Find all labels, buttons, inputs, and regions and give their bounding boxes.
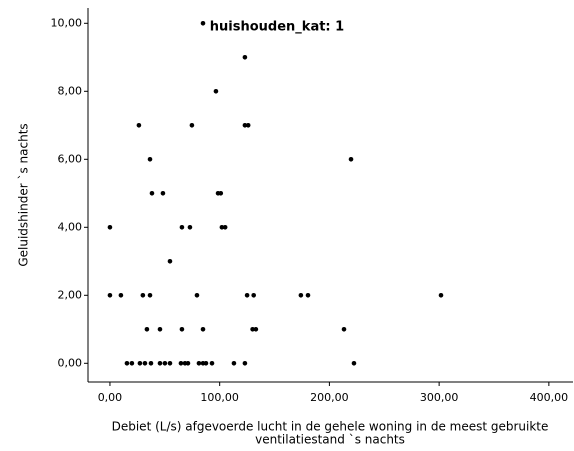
- point: [242, 361, 248, 366]
- point: [351, 361, 357, 366]
- point: [148, 361, 154, 366]
- point: [167, 361, 173, 366]
- point: [162, 361, 168, 366]
- x-axis-label: Debiet (L/s) afgevoerde lucht in de gehe…: [112, 420, 549, 434]
- point: [142, 361, 148, 366]
- point: [203, 361, 209, 366]
- point: [200, 327, 206, 332]
- point: [185, 361, 191, 366]
- point: [137, 361, 143, 366]
- x-tick-label: 0,00: [98, 391, 123, 404]
- point: [438, 293, 444, 298]
- point: [140, 293, 146, 298]
- y-tick-label: 0,00: [58, 356, 83, 369]
- point: [251, 293, 256, 298]
- point: [187, 225, 193, 230]
- point: [219, 225, 225, 230]
- point: [157, 361, 163, 366]
- y-tick-label: 2,00: [58, 288, 83, 301]
- point: [209, 361, 215, 366]
- point: [167, 259, 173, 264]
- point: [178, 361, 184, 366]
- point: [149, 191, 155, 196]
- y-tick-label: 10,00: [51, 16, 83, 29]
- x-tick-label: 300,00: [420, 391, 459, 404]
- point: [231, 361, 237, 366]
- point: [136, 123, 142, 128]
- point: [222, 225, 228, 230]
- x-tick-label: 100,00: [200, 391, 239, 404]
- point: [124, 361, 130, 366]
- point: [250, 327, 255, 332]
- point: [348, 157, 354, 162]
- point: [213, 89, 219, 94]
- y-tick-label: 6,00: [58, 152, 83, 165]
- point: [118, 293, 124, 298]
- point: [147, 293, 153, 298]
- point: [242, 123, 248, 128]
- point: [196, 361, 202, 366]
- point: [107, 293, 113, 298]
- point: [200, 21, 206, 26]
- point: [245, 123, 251, 128]
- point: [147, 157, 153, 162]
- x-axis-label: ventilatiestand `s nachts: [255, 433, 405, 447]
- point: [189, 123, 195, 128]
- point: [244, 293, 250, 298]
- point: [194, 293, 200, 298]
- point: [157, 327, 163, 332]
- point: [242, 55, 248, 60]
- point: [253, 327, 259, 332]
- point: [218, 191, 224, 196]
- y-tick-label: 4,00: [58, 220, 83, 233]
- point: [305, 293, 311, 298]
- y-tick-label: 8,00: [58, 84, 83, 97]
- point: [144, 327, 150, 332]
- point: [160, 191, 166, 196]
- x-tick-label: 200,00: [310, 391, 349, 404]
- y-axis-label: Geluidshinder `s nachts: [17, 123, 31, 266]
- point: [179, 327, 185, 332]
- point: [298, 293, 304, 298]
- point: [179, 225, 185, 230]
- chart-title: huishouden_kat: 1: [210, 20, 344, 35]
- point: [107, 225, 113, 230]
- point: [129, 361, 135, 366]
- point: [341, 327, 347, 332]
- x-tick-label: 400,00: [530, 391, 569, 404]
